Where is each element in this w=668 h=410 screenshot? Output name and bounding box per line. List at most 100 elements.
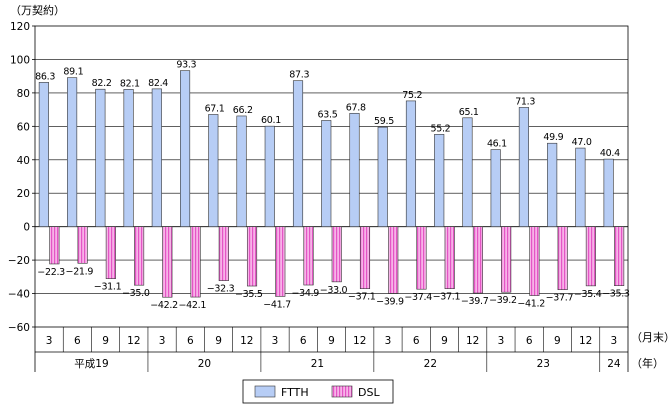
x-tick-label: 12 [353, 335, 366, 347]
data-label-ftth: 59.5 [374, 116, 394, 127]
data-label-ftth: 71.3 [515, 96, 535, 107]
bar-ftth [292, 80, 304, 227]
x-tick-label: 9 [215, 335, 222, 347]
plot-area [34, 25, 629, 328]
data-labels: 86.3 −22.3 89.1 −21.9 82.2 −31.1 82.1 −35.0 82.4… [35, 60, 630, 312]
data-label-dsl: −42.2 [150, 300, 178, 311]
bar-ftth [575, 147, 586, 227]
x-tick-label: 9 [554, 335, 561, 347]
bar-dsl [275, 226, 286, 297]
data-label-ftth: 87.3 [289, 70, 309, 81]
y-tick-label: −60 [8, 322, 30, 334]
bar-ftth [236, 115, 247, 227]
x-tick-label: 3 [385, 335, 392, 347]
x-tick-label: 6 [526, 335, 533, 347]
data-label-ftth: 82.1 [120, 78, 140, 89]
y-tick-label: −40 [8, 289, 30, 301]
bar-dsl [614, 226, 625, 286]
data-label-ftth: 82.2 [92, 78, 112, 89]
y-tick-label: 120 [10, 21, 30, 33]
bar-ftth [321, 120, 332, 227]
data-label-ftth: 49.9 [543, 132, 563, 143]
x-tick-label: 3 [611, 335, 618, 347]
bar-dsl [416, 226, 427, 290]
data-label-ftth: 66.2 [233, 105, 253, 116]
y-unit-label: （万契約） [10, 3, 65, 17]
bar-ftth [377, 126, 388, 227]
data-label-ftth: 86.3 [35, 71, 55, 82]
data-label-ftth: 55.2 [430, 123, 450, 134]
bar-ftth [180, 70, 191, 227]
data-label-ftth: 93.3 [176, 60, 196, 71]
x-tick-label: 6 [413, 335, 420, 347]
bar-dsl [359, 226, 371, 290]
axes: −60 −40 −20 0 20 40 60 80 100 120 3 6 9 12 3 6 9 12 3 6 9 12 3… [8, 21, 629, 372]
x-tick-label: 12 [466, 335, 479, 347]
data-label-ftth: 63.5 [318, 109, 338, 120]
bars [38, 70, 625, 298]
x-tick-label: 12 [579, 335, 592, 347]
x-year-unit-label: （年） [631, 356, 664, 370]
bar-ftth [490, 149, 501, 227]
data-label-dsl: −39.7 [461, 296, 489, 307]
bar-ftth [95, 88, 106, 227]
bar-ftth [151, 88, 162, 227]
bar-dsl [472, 226, 483, 294]
bar-dsl [529, 226, 540, 296]
year-label: 24 [607, 358, 621, 370]
x-tick-label: 6 [187, 335, 194, 347]
year-label: 平成19 [74, 358, 108, 370]
bar-dsl [190, 226, 201, 298]
data-label-dsl: −35.4 [574, 289, 602, 300]
bar-dsl [105, 226, 116, 279]
year-label: 21 [311, 358, 324, 370]
data-label-dsl: −34.9 [291, 288, 319, 299]
data-label-dsl: −32.3 [207, 284, 235, 295]
data-label-dsl: −39.2 [489, 295, 517, 306]
y-tick-label: 60 [17, 121, 30, 133]
legend-swatch-dsl [331, 385, 353, 398]
data-label-ftth: 75.2 [402, 90, 422, 101]
legend-swatch-ftth [254, 385, 276, 398]
x-tick-label: 6 [74, 335, 81, 347]
y-tick-label: −20 [8, 255, 30, 267]
bar-ftth [518, 107, 529, 227]
x-tick-label: 12 [240, 335, 253, 347]
data-label-dsl: −33.0 [320, 285, 348, 296]
year-label: 23 [537, 358, 550, 370]
y-tick-label: 0 [23, 222, 30, 234]
data-label-dsl: −31.1 [94, 282, 122, 293]
data-label-dsl: −37.7 [546, 293, 574, 304]
legend: FTTH DSL [242, 379, 394, 404]
data-label-ftth: 67.1 [205, 103, 225, 114]
data-label-ftth: 82.4 [148, 78, 168, 89]
bar-ftth [547, 142, 558, 227]
data-label-dsl: −35.5 [235, 289, 263, 300]
bar-dsl [162, 226, 173, 298]
data-label-dsl: −41.2 [517, 299, 545, 310]
data-label-dsl: −37.1 [348, 292, 376, 303]
data-label-ftth: 65.1 [459, 107, 479, 118]
data-label-ftth: 47.0 [572, 137, 592, 148]
bar-dsl [218, 226, 229, 281]
y-tick-label: 100 [10, 54, 30, 66]
bar-dsl [134, 226, 145, 286]
data-label-ftth: 40.4 [600, 148, 620, 159]
x-tick-label: 9 [328, 335, 335, 347]
year-label: 22 [424, 358, 437, 370]
x-tick-label: 12 [127, 335, 140, 347]
y-tick-label: 40 [17, 155, 30, 167]
y-tick-label: 80 [17, 88, 30, 100]
bar-dsl [557, 226, 568, 291]
bar-ftth [405, 100, 417, 227]
x-tick-label: 3 [272, 335, 279, 347]
x-tick-label: 9 [102, 335, 109, 347]
data-label-dsl: −21.9 [66, 266, 94, 277]
bar-ftth [38, 82, 49, 227]
legend-label-ftth: FTTH [281, 386, 309, 399]
bar-ftth [434, 134, 445, 227]
bar-dsl [77, 226, 88, 264]
bar-dsl [331, 226, 342, 283]
x-tick-label: 3 [498, 335, 505, 347]
x-tick-label: 9 [441, 335, 448, 347]
